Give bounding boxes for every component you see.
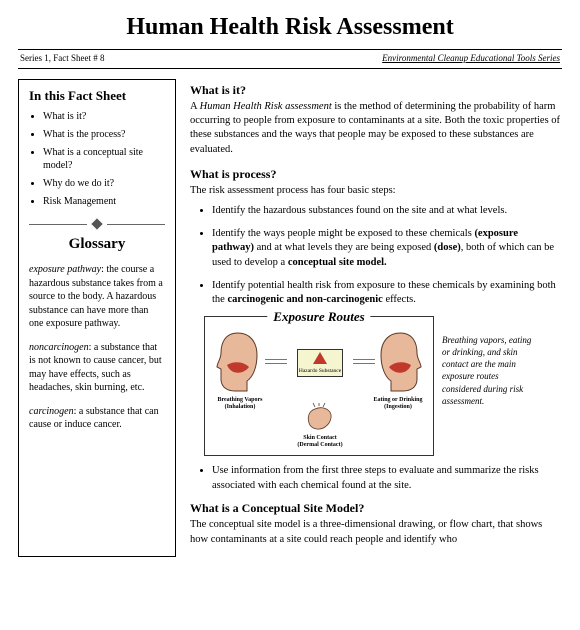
txt: Identify the ways people might be expose… xyxy=(212,228,474,239)
figure-caption: Breathing vapors, eating or drinking, an… xyxy=(442,316,534,456)
txt: A xyxy=(190,101,200,112)
main-column: What is it? A Human Health Risk assessme… xyxy=(190,79,562,557)
head-right-icon xyxy=(375,331,425,393)
toc-list: What is it? What is the process? What is… xyxy=(29,110,165,208)
vapor-line-icon xyxy=(353,363,375,364)
meta-right: Environmental Cleanup Educational Tools … xyxy=(382,53,560,63)
vapor-line-icon xyxy=(265,363,287,364)
em: Human Health Risk assessment xyxy=(200,101,332,112)
toc-item: Why do we do it? xyxy=(43,177,165,190)
section-heading: What is process? xyxy=(190,167,562,182)
hazard-label: Hazardo Substance xyxy=(299,369,341,375)
exposure-routes-figure: Exposure Routes Hazardo Substance xyxy=(204,316,434,456)
hand-icon xyxy=(305,403,335,431)
section-text: The conceptual site model is a three-dim… xyxy=(190,518,562,546)
figure-label-bottom: Skin Contact (Dermal Contact) xyxy=(293,435,347,448)
toc-item: What is it? xyxy=(43,110,165,123)
toc-item: Risk Management xyxy=(43,195,165,208)
glossary-heading: Glossary xyxy=(29,236,165,253)
hazard-triangle-icon xyxy=(313,352,327,364)
head-left-icon xyxy=(213,331,263,393)
figure-label-right: Eating or Drinking (Ingestion) xyxy=(373,397,423,410)
bold: (dose) xyxy=(434,242,461,253)
vapor-line-icon xyxy=(265,359,287,360)
txt: effects. xyxy=(383,294,416,305)
term: noncarcinogen xyxy=(29,342,89,353)
bold: conceptual site model. xyxy=(288,257,387,268)
diamond-icon xyxy=(91,218,102,229)
hazard-box-icon: Hazardo Substance xyxy=(297,349,343,377)
term: carcinogen xyxy=(29,406,74,417)
glossary-term: noncarcinogen: a substance that is not k… xyxy=(29,341,165,395)
vapor-line-icon xyxy=(353,359,375,360)
page-title: Human Health Risk Assessment xyxy=(18,14,562,41)
content-columns: In this Fact Sheet What is it? What is t… xyxy=(18,79,562,557)
term: exposure pathway xyxy=(29,264,101,275)
meta-row: Series 1, Fact Sheet # 8 Environmental C… xyxy=(18,50,562,66)
steps-list-cont: Use information from the first three ste… xyxy=(190,464,562,493)
section-heading: What is it? xyxy=(190,83,562,98)
rule-bottom xyxy=(18,68,562,69)
step-item: Identify the hazardous substances found … xyxy=(212,204,562,219)
section-text: A Human Health Risk assessment is the me… xyxy=(190,100,562,157)
sidebar: In this Fact Sheet What is it? What is t… xyxy=(18,79,176,557)
figure-title: Exposure Routes xyxy=(267,309,370,325)
bold: carcinogenic and non-carcinogenic xyxy=(227,294,382,305)
sidebar-divider xyxy=(29,220,165,228)
figure-row: Exposure Routes Hazardo Substance xyxy=(204,316,562,456)
meta-left: Series 1, Fact Sheet # 8 xyxy=(20,53,105,63)
sidebar-heading: In this Fact Sheet xyxy=(29,88,165,104)
glossary-term: carcinogen: a substance that can cause o… xyxy=(29,405,165,432)
glossary-term: exposure pathway: the course a hazardous… xyxy=(29,263,165,331)
section-intro: The risk assessment process has four bas… xyxy=(190,184,562,198)
step-item: Identify the ways people might be expose… xyxy=(212,227,562,271)
toc-item: What is a conceptual site model? xyxy=(43,146,165,172)
step-item: Use information from the first three ste… xyxy=(212,464,562,493)
figure-label-left: Breathing Vapors (Inhalation) xyxy=(215,397,265,410)
toc-item: What is the process? xyxy=(43,128,165,141)
section-heading: What is a Conceptual Site Model? xyxy=(190,501,562,516)
step-item: Identify potential health risk from expo… xyxy=(212,279,562,308)
txt: and at what levels they are being expose… xyxy=(254,242,434,253)
steps-list: Identify the hazardous substances found … xyxy=(190,204,562,308)
